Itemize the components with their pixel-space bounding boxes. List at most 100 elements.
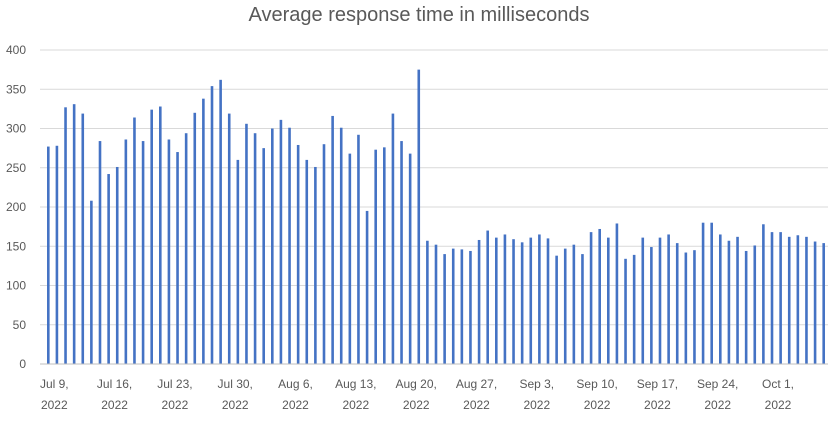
x-tick-label-year: 2022 bbox=[222, 398, 249, 412]
bar bbox=[107, 174, 110, 364]
bar bbox=[572, 244, 576, 364]
bar bbox=[495, 237, 498, 364]
bar bbox=[81, 113, 85, 364]
x-tick-label-year: 2022 bbox=[644, 398, 671, 412]
bar bbox=[296, 144, 300, 364]
bar bbox=[262, 148, 265, 365]
bar bbox=[400, 141, 403, 364]
bars bbox=[47, 69, 825, 365]
bar bbox=[529, 237, 533, 364]
x-tick-label-year: 2022 bbox=[463, 398, 490, 412]
x-tick-label-year: 2022 bbox=[162, 398, 189, 412]
bar bbox=[796, 235, 800, 364]
x-tick-label-date: Aug 20, bbox=[396, 377, 437, 391]
bar bbox=[805, 236, 808, 364]
y-tick-label: 0 bbox=[19, 357, 26, 371]
bar bbox=[477, 239, 481, 364]
bar bbox=[460, 249, 464, 364]
bar bbox=[555, 255, 558, 364]
y-axis-tick-labels: 0 50 100 150 200 250 300 350 400 bbox=[6, 43, 26, 371]
bar bbox=[322, 144, 326, 364]
x-tick-label-date: Aug 13, bbox=[335, 377, 376, 391]
chart-title: Average response time in milliseconds bbox=[249, 4, 590, 26]
x-tick-label-year: 2022 bbox=[765, 398, 792, 412]
bar bbox=[736, 236, 739, 364]
x-tick-label-year: 2022 bbox=[101, 398, 128, 412]
bar bbox=[503, 234, 507, 364]
x-tick-label-date: Jul 16, bbox=[97, 377, 132, 391]
bar bbox=[124, 139, 128, 364]
y-tick-label: 150 bbox=[6, 239, 26, 253]
bar bbox=[374, 149, 377, 364]
bar bbox=[779, 232, 782, 364]
bar bbox=[443, 254, 446, 364]
bar bbox=[813, 241, 817, 364]
x-tick-label-date: Jul 23, bbox=[157, 377, 192, 391]
y-tick-label: 50 bbox=[13, 318, 27, 332]
bar bbox=[426, 240, 429, 364]
bar bbox=[469, 250, 472, 364]
bar bbox=[210, 86, 214, 365]
x-tick-label-date: Aug 27, bbox=[456, 377, 497, 391]
bar bbox=[658, 237, 662, 364]
x-tick-label-year: 2022 bbox=[41, 398, 68, 412]
y-tick-label: 400 bbox=[6, 43, 26, 57]
x-tick-label-date: Aug 6, bbox=[278, 377, 313, 391]
x-tick-label-date: Sep 24, bbox=[697, 377, 738, 391]
x-tick-label: Sep 10, 2022 bbox=[576, 377, 617, 412]
x-tick-label-year: 2022 bbox=[704, 398, 731, 412]
bar bbox=[193, 112, 197, 364]
bar bbox=[538, 234, 541, 364]
bar bbox=[357, 134, 360, 364]
bar bbox=[581, 254, 584, 364]
y-tick-label: 200 bbox=[6, 200, 26, 214]
bar bbox=[417, 69, 421, 365]
x-tick-label: Jul 9, 2022 bbox=[40, 377, 69, 412]
bar bbox=[710, 222, 713, 364]
bar bbox=[314, 166, 317, 364]
bar bbox=[546, 238, 550, 364]
bar bbox=[253, 133, 257, 364]
x-tick-label: Jul 23, 2022 bbox=[157, 377, 192, 412]
bar bbox=[632, 254, 636, 364]
bar bbox=[598, 228, 601, 364]
y-tick-label: 100 bbox=[6, 279, 26, 293]
bar bbox=[641, 237, 645, 364]
bar bbox=[202, 98, 205, 365]
bar bbox=[520, 242, 524, 364]
bar bbox=[787, 236, 791, 364]
bar bbox=[305, 159, 309, 364]
x-tick-label: Aug 13, 2022 bbox=[335, 377, 376, 412]
bar bbox=[451, 248, 455, 364]
x-tick-label-year: 2022 bbox=[282, 398, 309, 412]
bar bbox=[90, 200, 93, 364]
bar bbox=[624, 258, 627, 364]
x-tick-label: Sep 24, 2022 bbox=[697, 377, 738, 412]
bar bbox=[701, 222, 705, 364]
bar bbox=[744, 250, 748, 364]
bar bbox=[47, 146, 50, 364]
bar bbox=[650, 247, 653, 364]
x-tick-label: Sep 3, 2022 bbox=[519, 377, 554, 412]
bar bbox=[176, 152, 179, 364]
bar bbox=[770, 232, 774, 364]
bar bbox=[167, 139, 171, 364]
bar bbox=[563, 248, 567, 364]
gridlines bbox=[40, 49, 828, 326]
x-tick-label-year: 2022 bbox=[342, 398, 369, 412]
bar bbox=[288, 127, 291, 364]
bar bbox=[615, 223, 619, 364]
bar bbox=[245, 123, 248, 364]
x-tick-label-date: Sep 3, bbox=[519, 377, 554, 391]
bar bbox=[693, 250, 696, 364]
bar bbox=[719, 234, 722, 364]
bar bbox=[365, 210, 369, 364]
bar bbox=[727, 240, 731, 364]
bar bbox=[271, 128, 274, 364]
x-tick-label: Aug 6, 2022 bbox=[278, 377, 313, 412]
bar bbox=[607, 237, 610, 364]
x-tick-label: Jul 30, 2022 bbox=[218, 377, 253, 412]
bar bbox=[667, 234, 670, 364]
bar bbox=[331, 115, 334, 364]
